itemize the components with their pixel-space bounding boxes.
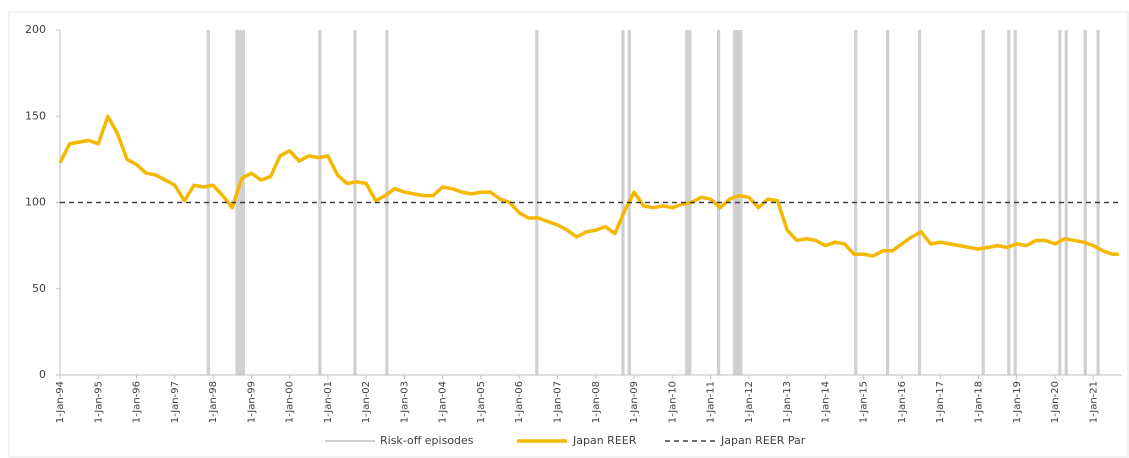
x-tick-label: 1-Jan-12 (744, 381, 755, 423)
x-tick-label: 1-Jan-99 (246, 381, 257, 423)
x-tick-label: 1-Jan-03 (399, 381, 410, 423)
y-tick-label: 0 (39, 368, 46, 381)
y-tick-label: 200 (25, 23, 46, 36)
x-tick-label: 1-Jan-18 (973, 381, 984, 423)
x-tick-label: 1-Jan-13 (782, 381, 793, 423)
x-tick-label: 1-Jan-00 (285, 381, 296, 423)
x-tick-label: 1-Jan-95 (93, 381, 104, 423)
chart-border (8, 11, 1129, 458)
risk-off-band (1083, 30, 1087, 375)
legend-label: Japan REER Par (720, 434, 806, 447)
legend-label: Japan REER (572, 434, 637, 447)
x-tick-label: 1-Jan-21 (1088, 381, 1099, 423)
x-tick-label: 1-Jan-01 (323, 381, 334, 423)
x-tick-label: 1-Jan-09 (629, 381, 640, 423)
y-tick-label: 100 (25, 196, 46, 209)
x-tick-label: 1-Jan-02 (361, 381, 372, 423)
risk-off-band (1064, 30, 1068, 375)
x-tick-label: 1-Jan-19 (1012, 381, 1023, 423)
y-tick-label: 150 (25, 109, 46, 122)
x-tick-label: 1-Jan-17 (935, 381, 946, 423)
x-tick-label: 1-Jan-05 (476, 381, 487, 423)
risk-off-band (886, 30, 890, 375)
reer-line (58, 114, 1119, 258)
risk-off-band (981, 30, 985, 375)
x-tick-label: 1-Jan-96 (132, 381, 143, 423)
x-tick-label: 1-Jan-97 (170, 381, 181, 423)
x-tick-label: 1-Jan-10 (667, 381, 678, 423)
y-tick-label: 50 (32, 282, 46, 295)
x-tick-label: 1-Jan-04 (438, 381, 449, 423)
x-tick-label: 1-Jan-14 (820, 381, 831, 423)
x-tick-label: 1-Jan-98 (208, 381, 219, 423)
risk-off-band (535, 30, 539, 375)
x-tick-label: 1-Jan-06 (514, 381, 525, 423)
x-tick-label: 1-Jan-11 (706, 381, 717, 423)
x-tick-label: 1-Jan-20 (1050, 381, 1061, 423)
risk-off-band (353, 30, 357, 375)
x-tick-label: 1-Jan-94 (55, 381, 66, 423)
x-tick-label: 1-Jan-15 (859, 381, 870, 423)
x-tick-label: 1-Jan-16 (897, 381, 908, 423)
x-tick-label: 1-Jan-08 (591, 381, 602, 423)
legend-label: Risk-off episodes (380, 434, 474, 447)
risk-off-band (318, 30, 322, 375)
x-tick-label: 1-Jan-07 (553, 381, 564, 423)
